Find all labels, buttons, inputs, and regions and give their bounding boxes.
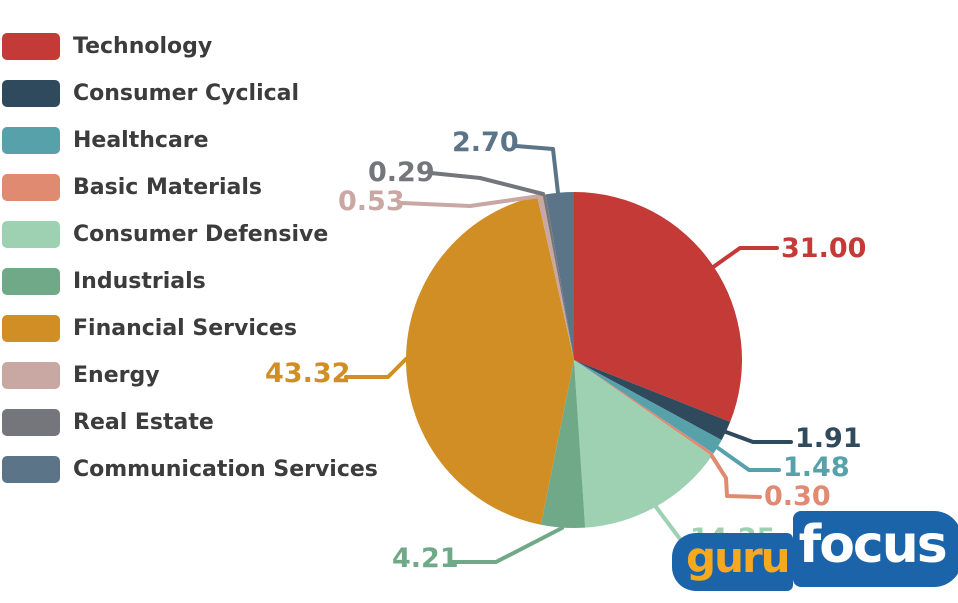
- leader-line-financial-services: [344, 357, 408, 379]
- pie-slice-energy: [537, 194, 574, 360]
- logo-guru-text: guru: [672, 533, 793, 591]
- legend-item-healthcare: Healthcare: [2, 127, 378, 154]
- legend-swatch-industrials: [2, 268, 60, 295]
- legend-swatch-energy: [2, 362, 60, 389]
- legend-label: Consumer Cyclical: [73, 81, 300, 106]
- legend-label: Healthcare: [73, 128, 209, 153]
- pie-slice-consumer-cyclical: [574, 360, 731, 441]
- legend-label: Industrials: [73, 269, 206, 294]
- value-label-consumer-cyclical: 1.91: [795, 423, 862, 454]
- leader-line-industrials: [448, 526, 564, 564]
- legend-label: Energy: [73, 363, 160, 388]
- legend-label: Technology: [73, 34, 213, 59]
- leader-line-communication-services: [514, 144, 560, 195]
- legend-swatch-technology: [2, 33, 60, 60]
- legend-label: Financial Services: [73, 316, 297, 341]
- pie-slice-communication-services: [545, 192, 574, 360]
- value-label-industrials: 4.21: [392, 543, 459, 574]
- leader-line-energy: [400, 194, 542, 208]
- legend-item-communication-services: Communication Services: [2, 456, 378, 483]
- legend-item-industrials: Industrials: [2, 268, 378, 295]
- legend-swatch-consumer-cyclical: [2, 80, 60, 107]
- legend-swatch-communication-services: [2, 456, 60, 483]
- value-label-healthcare: 1.48: [783, 452, 850, 483]
- leader-line-real-estate: [429, 171, 545, 196]
- legend-item-financial-services: Financial Services: [2, 315, 378, 342]
- leader-line-basic-materials: [710, 454, 762, 499]
- value-label-real-estate: 0.29: [368, 157, 435, 188]
- legend: Technology Consumer Cyclical Healthcare …: [2, 33, 378, 503]
- legend-swatch-financial-services: [2, 315, 60, 342]
- gurufocus-logo[interactable]: guru focus: [672, 511, 958, 591]
- logo-focus-text: focus: [792, 511, 958, 587]
- legend-label: Real Estate: [73, 410, 214, 435]
- legend-item-consumer-defensive: Consumer Defensive: [2, 221, 378, 248]
- pie-slice-basic-materials: [574, 360, 714, 457]
- pie-slice-healthcare: [574, 360, 722, 454]
- leader-line-technology: [707, 246, 779, 272]
- legend-label: Consumer Defensive: [73, 222, 329, 247]
- legend-item-real-estate: Real Estate: [2, 409, 378, 436]
- leader-line-healthcare: [716, 446, 781, 472]
- pie-slice-real-estate: [542, 194, 574, 360]
- legend-item-basic-materials: Basic Materials: [2, 174, 378, 201]
- legend-item-technology: Technology: [2, 33, 378, 60]
- legend-item-consumer-cyclical: Consumer Cyclical: [2, 80, 378, 107]
- value-label-financial-services: 43.32: [265, 358, 350, 389]
- legend-swatch-basic-materials: [2, 174, 60, 201]
- value-label-technology: 31.00: [781, 233, 866, 264]
- legend-swatch-healthcare: [2, 127, 60, 154]
- legend-label: Basic Materials: [73, 175, 262, 200]
- leader-line-consumer-cyclical: [724, 430, 793, 444]
- pie-slice-industrials: [540, 360, 586, 528]
- pie-slice-technology: [574, 192, 743, 422]
- value-label-basic-materials: 0.30: [764, 481, 831, 512]
- value-label-communication-services: 2.70: [452, 127, 519, 158]
- legend-swatch-consumer-defensive: [2, 221, 60, 248]
- legend-item-energy: Energy: [2, 362, 378, 389]
- value-label-energy: 0.53: [338, 186, 405, 217]
- pie-slice-financial-services: [405, 196, 574, 525]
- legend-swatch-real-estate: [2, 409, 60, 436]
- pie-slice-consumer-defensive: [574, 360, 712, 528]
- legend-label: Communication Services: [73, 457, 378, 482]
